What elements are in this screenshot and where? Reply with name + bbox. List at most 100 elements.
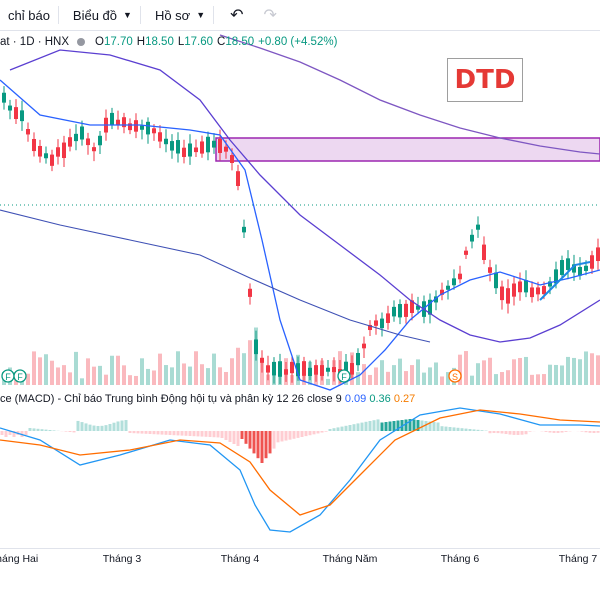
volume-bar bbox=[92, 366, 96, 385]
candle-body bbox=[200, 141, 204, 154]
candle-body bbox=[236, 171, 240, 186]
candle-body bbox=[86, 138, 90, 146]
macd-histogram-bar bbox=[544, 431, 548, 432]
macd-histogram-bar bbox=[320, 431, 324, 433]
volume-bar bbox=[248, 340, 252, 385]
macd-histogram-bar bbox=[204, 431, 208, 437]
macd-histogram-bar bbox=[0, 431, 4, 435]
candle-body bbox=[356, 352, 360, 366]
watermark-logo: DTD bbox=[447, 58, 523, 102]
candle-body bbox=[440, 289, 444, 295]
macd-histogram-bar bbox=[340, 426, 344, 431]
macd-histogram-bar bbox=[156, 431, 160, 435]
ohlc-legend: at · 1D · HNX O 17.70 H 18.50 L 17.60 C 18.5… bbox=[0, 36, 337, 48]
volume-bar bbox=[32, 351, 36, 385]
candle-body bbox=[380, 318, 384, 329]
volume-bar bbox=[548, 364, 552, 385]
macd-histogram-bar bbox=[64, 431, 68, 432]
volume-bar bbox=[428, 367, 432, 385]
macd-histogram-bar bbox=[92, 425, 96, 431]
volume-bar bbox=[536, 374, 540, 385]
macd-histogram-bar bbox=[332, 428, 336, 431]
redo-icon[interactable]: ↷ bbox=[263, 7, 277, 24]
macd-histogram-bar bbox=[176, 431, 180, 436]
candle-body bbox=[530, 287, 534, 298]
candle-body bbox=[134, 120, 138, 132]
undo-icon[interactable]: ↶ bbox=[230, 7, 244, 24]
profile-button[interactable]: Hồ sơ ▼ bbox=[141, 0, 213, 30]
candle-body bbox=[416, 305, 420, 310]
low-label: L bbox=[177, 36, 185, 48]
volume-bar bbox=[584, 351, 588, 385]
volume-bar bbox=[488, 357, 492, 385]
macd-histogram-bar bbox=[564, 431, 568, 432]
x-tick-label: Tháng 6 bbox=[440, 553, 480, 565]
candle-body bbox=[374, 320, 378, 326]
volume-bar bbox=[182, 363, 186, 385]
macd-histogram-bar bbox=[80, 422, 84, 431]
volume-bar bbox=[236, 347, 240, 385]
volume-bar bbox=[470, 375, 474, 385]
candle-body bbox=[590, 255, 594, 269]
macd-histogram-bar bbox=[88, 424, 92, 431]
macd-histogram-bar bbox=[4, 431, 8, 437]
macd-histogram-bar bbox=[476, 429, 480, 431]
volume-bar bbox=[482, 360, 486, 385]
candle-body bbox=[278, 361, 282, 377]
indicators-button[interactable]: chỉ báo bbox=[0, 0, 58, 30]
chart-type-button[interactable]: Biểu đồ ▼ bbox=[59, 0, 140, 30]
candle-body bbox=[494, 272, 498, 289]
macd-histogram-bar bbox=[348, 425, 352, 431]
macd-line bbox=[0, 407, 600, 533]
volume-bar bbox=[512, 359, 516, 385]
macd-histogram-bar bbox=[560, 431, 564, 433]
volume-bar bbox=[596, 355, 600, 385]
candle-body bbox=[242, 226, 246, 233]
macd-histogram-bar bbox=[272, 431, 276, 449]
macd-histogram-bar bbox=[168, 431, 172, 435]
resistance-zone bbox=[215, 137, 600, 162]
candle-body bbox=[98, 135, 102, 146]
macd-histogram-bar bbox=[596, 431, 600, 433]
candle-body bbox=[368, 324, 372, 331]
macd-histogram-bar bbox=[360, 422, 364, 431]
macd-histogram-bar bbox=[508, 431, 512, 435]
macd-histogram-bar bbox=[372, 420, 376, 431]
open-label: O bbox=[95, 36, 104, 48]
volume-bar bbox=[506, 370, 510, 385]
candle-body bbox=[26, 129, 30, 135]
volume-bar bbox=[200, 364, 204, 385]
candle-body bbox=[488, 267, 492, 273]
macd-histogram-bar bbox=[412, 419, 416, 431]
low-value: 17.60 bbox=[184, 36, 214, 48]
candle-body bbox=[128, 123, 132, 131]
ma-long-line bbox=[219, 34, 600, 155]
volume-bar bbox=[116, 355, 120, 385]
macd-histogram-bar bbox=[472, 429, 476, 431]
candle-body bbox=[188, 143, 192, 157]
candle-body bbox=[344, 361, 348, 373]
macd-histogram-bar bbox=[368, 421, 372, 431]
candle-body bbox=[146, 121, 150, 135]
macd-histogram-bar bbox=[104, 425, 108, 431]
macd-histogram-bar bbox=[172, 431, 176, 436]
volume-bar bbox=[218, 367, 222, 385]
candle-body bbox=[566, 258, 570, 270]
macd-histogram-bar bbox=[492, 431, 496, 434]
time-axis: Tháng Hai Tháng 3 Tháng 4 Tháng Năm Thán… bbox=[0, 550, 600, 570]
volume-bar bbox=[206, 368, 210, 385]
macd-histogram-bar bbox=[392, 421, 396, 431]
macd-histogram-bar bbox=[516, 431, 520, 435]
macd-histogram-bar bbox=[512, 431, 516, 435]
volume-bar bbox=[560, 365, 564, 385]
macd-histogram-bar bbox=[280, 431, 284, 442]
macd-histogram-bar bbox=[248, 431, 252, 449]
marker-label: F bbox=[5, 372, 11, 382]
volume-bar bbox=[134, 375, 138, 385]
volume-bar bbox=[56, 367, 60, 385]
macd-histogram-bar bbox=[436, 422, 440, 431]
candle-body bbox=[44, 153, 48, 159]
candle-body bbox=[290, 361, 294, 374]
volume-bar bbox=[326, 378, 330, 385]
